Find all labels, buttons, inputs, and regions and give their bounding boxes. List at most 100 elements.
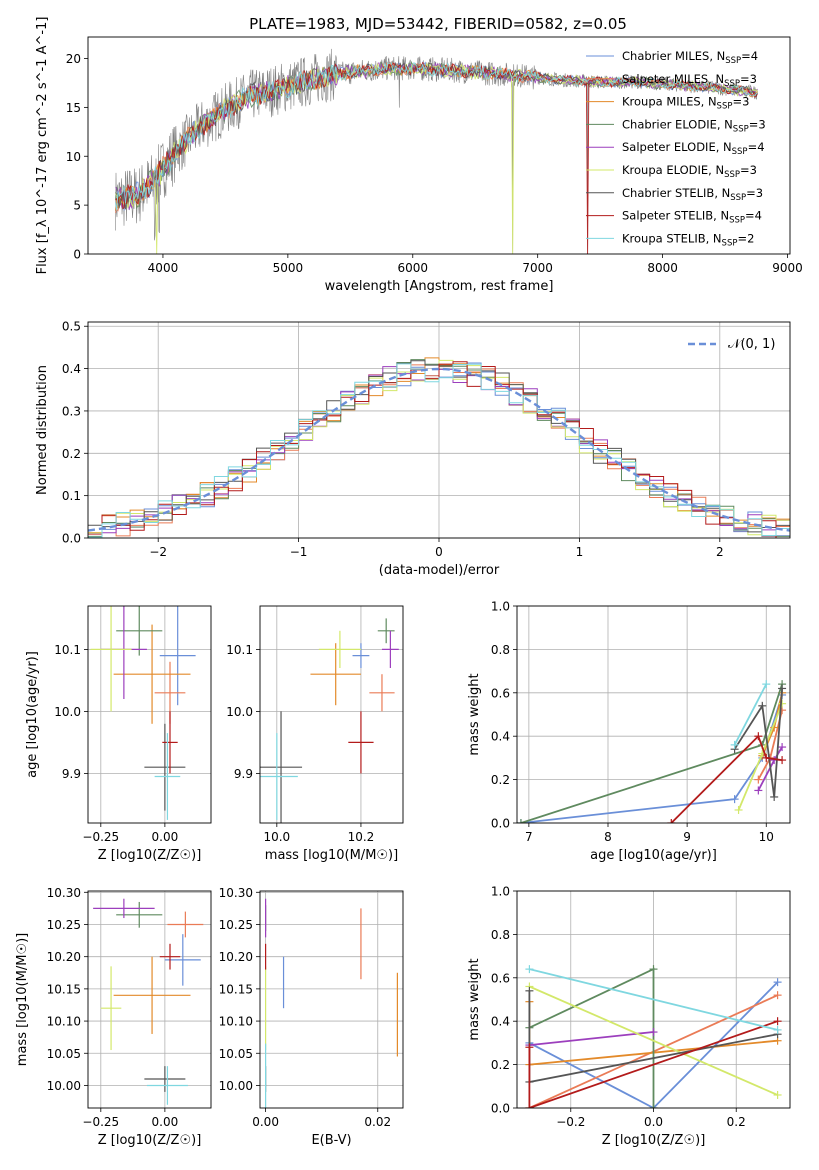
axes-frame: [516, 890, 791, 1109]
error-bar-point: [116, 901, 163, 928]
weight-line: [529, 985, 778, 1096]
spectrum-model-line: [115, 61, 758, 254]
error-bar-point: [164, 934, 201, 986]
plus-marker: [754, 786, 763, 795]
y-tick-label: 15: [66, 101, 81, 115]
plot-area: [525, 965, 782, 1108]
axes-frame: [87, 605, 212, 824]
x-tick-label: 1: [576, 545, 584, 559]
plus-marker: [649, 1104, 658, 1108]
axes-frame: [87, 321, 791, 539]
error-bar-point: [381, 630, 399, 668]
y-tick-label: 0.4: [62, 362, 81, 376]
x-tick-label: −2: [149, 545, 167, 559]
y-axis-label: mass weight: [467, 673, 482, 755]
y-tick-label: 0.3: [62, 404, 81, 418]
plot-area: [517, 680, 787, 823]
x-tick-label: 10.2: [348, 830, 375, 844]
normal-curve: [88, 367, 790, 532]
y-axis-label: Normed distribution: [35, 365, 50, 495]
plus-marker: [773, 978, 782, 987]
plus-marker: [667, 819, 676, 823]
error-bar-point: [159, 943, 181, 970]
plus-marker: [773, 991, 782, 1000]
error-bar-point: [377, 618, 395, 644]
legend-label: Salpeter MILES, NSSP=3: [622, 72, 757, 89]
y-tick-label: 20: [66, 52, 81, 66]
weight-line: [528, 1020, 778, 1108]
x-tick-label: 0.02: [364, 1115, 391, 1129]
plus-marker: [762, 680, 771, 689]
legend-label: 𝒩(0, 1): [728, 337, 775, 352]
error-bar-point: [154, 733, 181, 820]
legend-label: Kroupa ELODIE, NSSP=3: [622, 163, 757, 180]
legend-label: Chabrier ELODIE, NSSP=3: [622, 117, 766, 134]
plus-marker: [525, 965, 534, 974]
error-bar-point: [162, 711, 178, 774]
error-bar-point: [352, 643, 370, 668]
y-tick-label: 10.05: [47, 1047, 81, 1061]
error-bar-point: [146, 1066, 188, 1105]
plus-marker: [730, 795, 739, 804]
x-tick-label: −0.25: [82, 830, 119, 844]
x-tick-label: 0.00: [152, 1115, 179, 1129]
residuals-panel: −2 −1 0 1 2 0.0 0.1 0.2 0.3 0.4 0.5 (data-model)/er…: [35, 320, 791, 578]
x-tick-label: 10.0: [263, 830, 290, 844]
y-tick-label: 10.30: [219, 886, 253, 900]
age-vs-Z-panel: −0.25 0.00 9.9 10.0 10.1 Z [log10(Z/Z☉)] age […: [25, 605, 212, 863]
y-tick-label: 10.20: [219, 950, 253, 964]
y-tick-label: 10.15: [219, 982, 253, 996]
figure-title: PLATE=1983, MJD=53442, FIBERID=0582, z=0…: [249, 15, 627, 33]
y-tick-label: 0.2: [491, 1058, 510, 1072]
error-bar-point: [113, 624, 191, 724]
plot-area: [265, 898, 398, 1108]
error-bar-point: [100, 966, 122, 1051]
legend-label: Kroupa STELIB, NSSP=2: [622, 231, 754, 248]
legend-label: Chabrier MILES, NSSP=4: [622, 49, 758, 66]
x-axis-label: mass [log10(M/M☉)]: [265, 848, 398, 863]
weight-line: [520, 694, 783, 823]
y-tick-label: 0: [73, 248, 81, 262]
plot-area: [93, 898, 204, 1105]
y-tick-label: 10.15: [47, 982, 81, 996]
x-tick-label: 6000: [397, 261, 428, 275]
y-tick-label: 10.0: [226, 705, 253, 719]
x-tick-label: −1: [290, 545, 308, 559]
y-tick-label: 0.0: [491, 817, 510, 831]
weight-line: [529, 1031, 654, 1046]
weight-line: [670, 734, 783, 823]
y-tick-label: 5: [73, 199, 81, 213]
error-bar-point: [144, 1066, 186, 1092]
error-bar-point: [159, 606, 196, 706]
x-tick-label: 0.0: [644, 1115, 663, 1129]
y-tick-label: 10.25: [47, 918, 81, 932]
weight-vs-age-panel: 7 8 9 10 0.0 0.2 0.4 0.6 0.8 1.0 age [log10(age/yr…: [467, 600, 791, 863]
error-bar-point: [348, 711, 374, 774]
error-bar-point: [260, 711, 303, 823]
plus-marker: [754, 732, 763, 741]
y-tick-label: 0.6: [491, 971, 510, 985]
gridlines: [88, 891, 211, 1108]
x-tick-label: 2: [716, 545, 724, 559]
y-tick-label: 1.0: [491, 600, 510, 614]
y-tick-label: 10.10: [219, 1015, 253, 1029]
plot-area: [260, 618, 399, 823]
spectrum-legend: Chabrier MILES, NSSP=4 Salpeter MILES, NS…: [586, 49, 766, 248]
y-tick-label: 0.5: [62, 320, 81, 334]
mass-vs-EBV-panel: 0.00 0.02 10.00 10.05 10.10 10.15 10.20 10.25 10…: [219, 886, 404, 1148]
plus-marker: [734, 805, 743, 814]
x-axis-label: (data-model)/error: [379, 563, 500, 578]
y-tick-label: 0.8: [491, 928, 510, 942]
y-tick-label: 10.1: [54, 643, 81, 657]
x-tick-label: 0.00: [152, 830, 179, 844]
error-bar-point: [369, 674, 395, 712]
x-axis-label: Z [log10(Z/Z☉)]: [98, 848, 202, 863]
y-tick-label: 0.1: [62, 489, 81, 503]
x-axis-label: E(B-V): [311, 1133, 351, 1148]
legend-label: Chabrier STELIB, NSSP=3: [622, 186, 763, 203]
y-tick-label: 10.10: [47, 1015, 81, 1029]
error-bar-point: [116, 606, 163, 656]
legend-label: Salpeter STELIB, NSSP=4: [622, 209, 762, 226]
error-bar-point: [318, 630, 361, 668]
y-tick-label: 0.2: [62, 447, 81, 461]
